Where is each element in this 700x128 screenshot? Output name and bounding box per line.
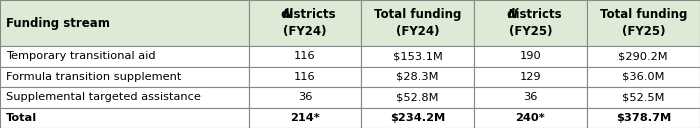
Text: 214*: 214*	[290, 113, 320, 123]
Text: 129: 129	[519, 72, 541, 82]
Bar	[361, 0, 474, 46]
Text: (FY25): (FY25)	[622, 25, 665, 38]
Text: Total funding: Total funding	[374, 8, 461, 21]
Bar	[248, 67, 361, 87]
Bar	[474, 108, 587, 128]
Bar	[474, 87, 587, 108]
Bar	[0, 87, 248, 108]
Text: Supplemental targeted assistance: Supplemental targeted assistance	[6, 92, 200, 102]
Bar	[361, 108, 474, 128]
Bar	[474, 0, 587, 46]
Text: 116: 116	[294, 51, 316, 61]
Text: 190: 190	[519, 51, 541, 61]
Bar	[0, 0, 248, 46]
Text: N: N	[283, 8, 293, 21]
Text: $52.5M: $52.5M	[622, 92, 664, 102]
Bar	[0, 108, 248, 128]
Bar	[0, 67, 248, 87]
Bar	[248, 87, 361, 108]
Bar	[248, 108, 361, 128]
Text: $153.1M: $153.1M	[393, 51, 442, 61]
Text: Funding stream: Funding stream	[6, 17, 109, 30]
Text: $52.8M: $52.8M	[396, 92, 439, 102]
Bar	[474, 67, 587, 87]
Text: Formula transition supplement: Formula transition supplement	[6, 72, 181, 82]
Bar	[361, 87, 474, 108]
Bar	[587, 87, 700, 108]
Text: 116: 116	[294, 72, 316, 82]
Bar	[587, 108, 700, 128]
Text: $378.7M: $378.7M	[616, 113, 671, 123]
Text: $290.2M: $290.2M	[619, 51, 668, 61]
Text: Temporary transitional aid: Temporary transitional aid	[6, 51, 155, 61]
Text: $28.3M: $28.3M	[396, 72, 439, 82]
Bar	[587, 67, 700, 87]
Bar	[248, 0, 361, 46]
Text: 36: 36	[523, 92, 538, 102]
Text: $234.2M: $234.2M	[390, 113, 445, 123]
Bar	[587, 0, 700, 46]
Text: (FY25): (FY25)	[508, 25, 552, 38]
Text: N: N	[508, 8, 518, 21]
Bar	[474, 46, 587, 67]
Text: 240*: 240*	[515, 113, 545, 123]
Bar	[587, 46, 700, 67]
Text: Total: Total	[6, 113, 37, 123]
Text: (FY24): (FY24)	[395, 25, 440, 38]
Text: districts: districts	[277, 8, 336, 21]
Bar	[361, 46, 474, 67]
Text: (FY24): (FY24)	[283, 25, 327, 38]
Text: Total funding: Total funding	[600, 8, 687, 21]
Text: $36.0M: $36.0M	[622, 72, 664, 82]
Bar	[248, 46, 361, 67]
Bar	[0, 46, 248, 67]
Bar	[361, 67, 474, 87]
Text: districts: districts	[503, 8, 561, 21]
Text: 36: 36	[298, 92, 312, 102]
